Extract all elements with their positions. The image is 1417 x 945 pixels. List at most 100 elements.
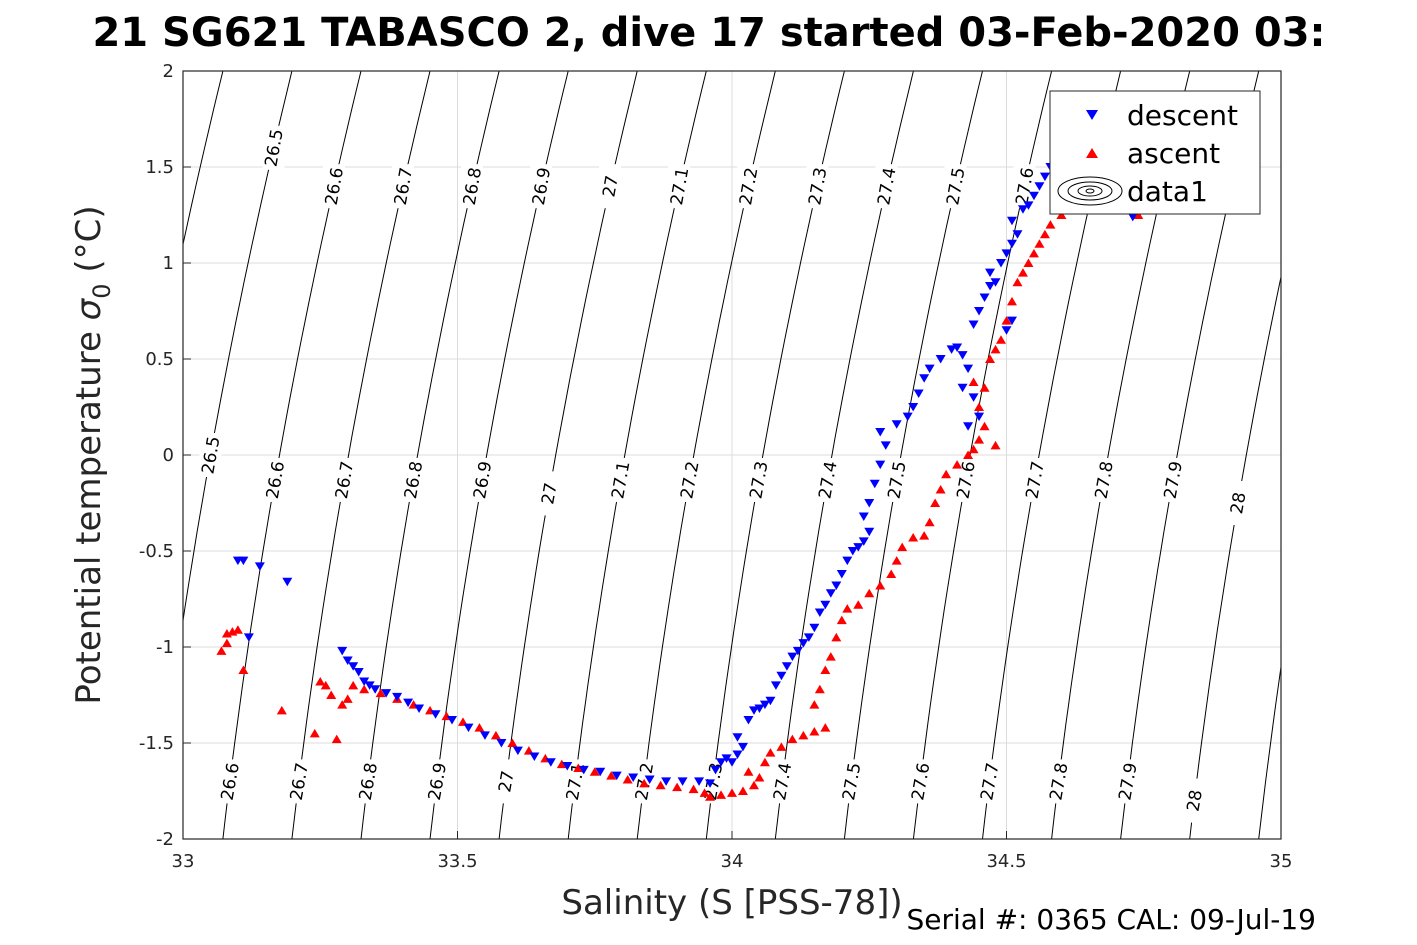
ascent-point xyxy=(765,748,776,757)
descent-point xyxy=(831,581,842,591)
descent-point xyxy=(963,364,974,374)
descent-point xyxy=(985,268,996,278)
isopycnal-label: 28 xyxy=(1183,788,1206,813)
ascent-point xyxy=(996,335,1007,344)
descent-point xyxy=(1023,201,1034,210)
isopycnal-label-bg xyxy=(1013,164,1036,209)
ascent-point xyxy=(688,784,699,794)
ascent-point xyxy=(672,782,683,792)
ascent-point xyxy=(985,354,996,363)
ascent-point xyxy=(699,788,710,797)
descent-point xyxy=(963,422,974,431)
ascent-point xyxy=(337,700,348,709)
isopycnal-label-bg xyxy=(737,164,760,209)
descent-point xyxy=(1006,216,1017,226)
ascent-point xyxy=(743,767,754,776)
descent-point xyxy=(282,577,293,587)
y-tick-label: -2 xyxy=(156,829,174,850)
ascent-point xyxy=(309,728,320,738)
legend-descent-marker xyxy=(1086,110,1098,120)
isopycnal-labels: 26.526.6 26.7 26.8 26.9 27 27.1 27.2 27.3 27.4 27… xyxy=(198,125,1251,823)
descent-point xyxy=(254,562,265,571)
descent-point xyxy=(820,600,831,610)
descent-point xyxy=(562,762,573,771)
ascent-point xyxy=(474,723,485,732)
descent-point xyxy=(869,479,880,489)
ascent-point xyxy=(776,742,787,751)
descent-point xyxy=(353,667,364,677)
descent-point xyxy=(430,710,441,719)
descent-point xyxy=(370,685,381,694)
ascent-point xyxy=(759,757,770,767)
descent-point xyxy=(512,746,523,756)
isopycnal-label-bg xyxy=(530,164,553,209)
ascent-point xyxy=(359,684,370,694)
ascent-point xyxy=(556,759,567,769)
isopycnal-label-bg xyxy=(537,471,560,516)
descent-point xyxy=(1006,316,1017,326)
descent-point xyxy=(847,547,858,556)
x-tick-label: 34 xyxy=(721,851,744,872)
descent-point xyxy=(798,639,809,648)
descent-point xyxy=(705,779,716,788)
legend-ascent-label: ascent xyxy=(1127,137,1220,170)
isopycnal-label-bg xyxy=(471,457,494,502)
descent-point xyxy=(968,320,979,329)
y-tick-label: -0.5 xyxy=(139,541,174,562)
ascent-series xyxy=(216,200,1144,801)
ascent-point xyxy=(375,688,386,698)
descent-point xyxy=(974,307,985,316)
isopycnal-label-bg xyxy=(1161,457,1184,502)
descent-point xyxy=(1127,212,1138,222)
descent-point xyxy=(529,752,540,761)
descent-point xyxy=(957,351,968,360)
isopycnal-label-bg xyxy=(668,164,691,209)
ascent-point xyxy=(315,677,326,686)
y-tick-label: -1 xyxy=(156,637,174,658)
ascent-point xyxy=(941,469,952,479)
descent-point xyxy=(732,750,743,760)
isopycnal-label-bg xyxy=(1116,759,1139,804)
y-axis-label: Potential temperature σ0 (°C) xyxy=(69,205,116,704)
y-tick-label: 0 xyxy=(163,445,174,466)
isopycnal-label-bg xyxy=(333,457,356,502)
descent-point xyxy=(348,662,359,671)
ascent-point xyxy=(864,588,875,598)
isopycnal-label-bg xyxy=(875,164,898,209)
descent-point xyxy=(946,345,957,354)
y-axis-ticks: -2 -1.5 -1 -0.5 0 0.5 1 1.5 2 xyxy=(139,61,191,850)
descent-point xyxy=(414,704,425,713)
ascent-point xyxy=(935,485,946,494)
y-tick-label: -1.5 xyxy=(139,733,174,754)
isopycnal-label-bg xyxy=(199,433,222,477)
legend-ascent-marker xyxy=(1086,148,1098,158)
y-tick-label: 1.5 xyxy=(145,157,174,178)
ascent-point xyxy=(573,763,584,772)
descent-point xyxy=(716,758,727,767)
isopycnal-label: 27 xyxy=(495,769,518,794)
descent-point xyxy=(935,355,946,364)
ascent-point xyxy=(1023,258,1034,267)
ascent-point xyxy=(891,556,902,565)
ascent-point xyxy=(276,705,287,715)
ascent-point xyxy=(787,734,798,744)
ascent-point xyxy=(979,383,990,392)
ascent-point xyxy=(622,774,633,784)
descent-point xyxy=(447,715,458,725)
ascent-point xyxy=(1045,220,1056,229)
isopycnal-line xyxy=(1189,274,1281,839)
ascent-point xyxy=(908,533,919,542)
ascent-point xyxy=(820,665,831,675)
isopycnal-label-bg xyxy=(425,759,448,804)
isopycnal-label: 27 xyxy=(538,481,561,506)
ascent-point xyxy=(507,738,518,747)
ascent-point xyxy=(216,646,227,655)
legend-contour-icon xyxy=(1057,176,1123,206)
descent-point xyxy=(364,681,375,690)
descent-point xyxy=(913,389,924,399)
descent-point xyxy=(809,623,820,633)
ascent-point xyxy=(798,730,809,740)
serial-cal-footer: Serial #: 0365 CAL: 09-Jul-19 xyxy=(906,903,1316,936)
ascent-point xyxy=(727,788,737,797)
ascent-point xyxy=(490,730,501,740)
